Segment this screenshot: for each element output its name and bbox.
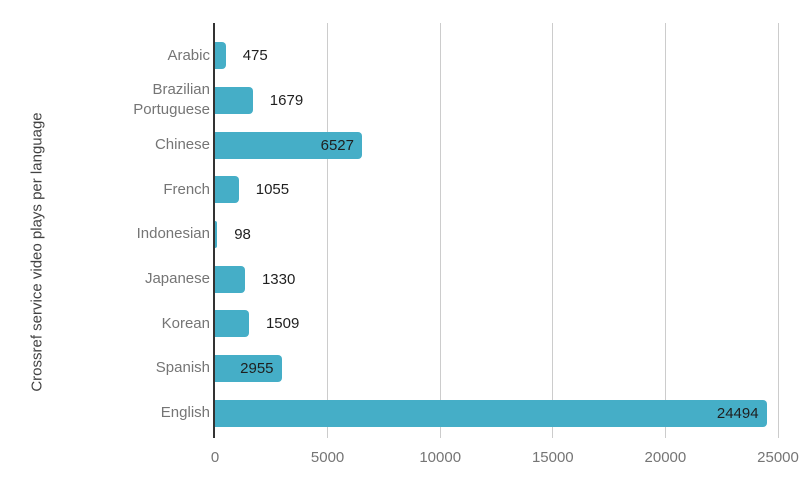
bar <box>215 131 362 159</box>
bar-row: Spanish 2955 <box>0 354 800 382</box>
x-tick-label: 10000 <box>419 449 462 466</box>
bar-row: Chinese 6527 <box>0 131 800 159</box>
bar <box>215 176 239 204</box>
bar-row: Korean 1509 <box>0 310 800 338</box>
x-tick-label: 15000 <box>531 449 574 466</box>
value-label: 1055 <box>255 181 290 199</box>
bar-row: French 1055 <box>0 176 800 204</box>
bar-row: Japanese 1330 <box>0 265 800 293</box>
category-label: Japanese <box>144 270 210 288</box>
value-label: 2955 <box>240 359 274 377</box>
bar-row: Brazilian Portuguese 1679 <box>0 81 800 118</box>
value-label: 1679 <box>269 91 304 109</box>
gridline <box>777 23 779 438</box>
category-label: Arabic <box>167 46 210 64</box>
gridline <box>552 23 554 438</box>
x-tick-label: 0 <box>210 449 220 466</box>
gridline <box>664 23 666 438</box>
category-label: Chinese <box>154 136 210 154</box>
bar-row: English 24494 <box>0 399 800 427</box>
axis-baseline <box>213 23 215 438</box>
category-label: English <box>160 404 210 422</box>
value-label: 6527 <box>320 136 354 154</box>
category-label: Korean <box>161 314 210 332</box>
bar <box>215 399 767 427</box>
bar-row: Indonesian 98 <box>0 220 800 248</box>
category-label: French <box>163 180 210 198</box>
category-label: Indonesian <box>136 225 210 243</box>
value-label: 1509 <box>265 315 300 333</box>
bar <box>215 265 245 293</box>
value-label: 475 <box>242 47 268 65</box>
value-label: 98 <box>234 225 251 243</box>
bar <box>215 354 282 382</box>
bar <box>215 220 218 248</box>
bar <box>215 310 249 338</box>
x-tick-label: 20000 <box>644 449 687 466</box>
bar-row: Arabic 475 <box>0 42 800 70</box>
category-label: Brazilian Portuguese <box>133 81 210 119</box>
category-label: Spanish <box>155 359 210 377</box>
x-tick-label: 25000 <box>757 449 799 466</box>
value-label: 1330 <box>261 270 296 288</box>
x-tick-label: 5000 <box>310 449 345 466</box>
gridline <box>327 23 329 438</box>
bar <box>215 86 253 114</box>
gridline <box>439 23 441 438</box>
value-label: 24494 <box>716 404 759 422</box>
bar <box>215 42 226 70</box>
